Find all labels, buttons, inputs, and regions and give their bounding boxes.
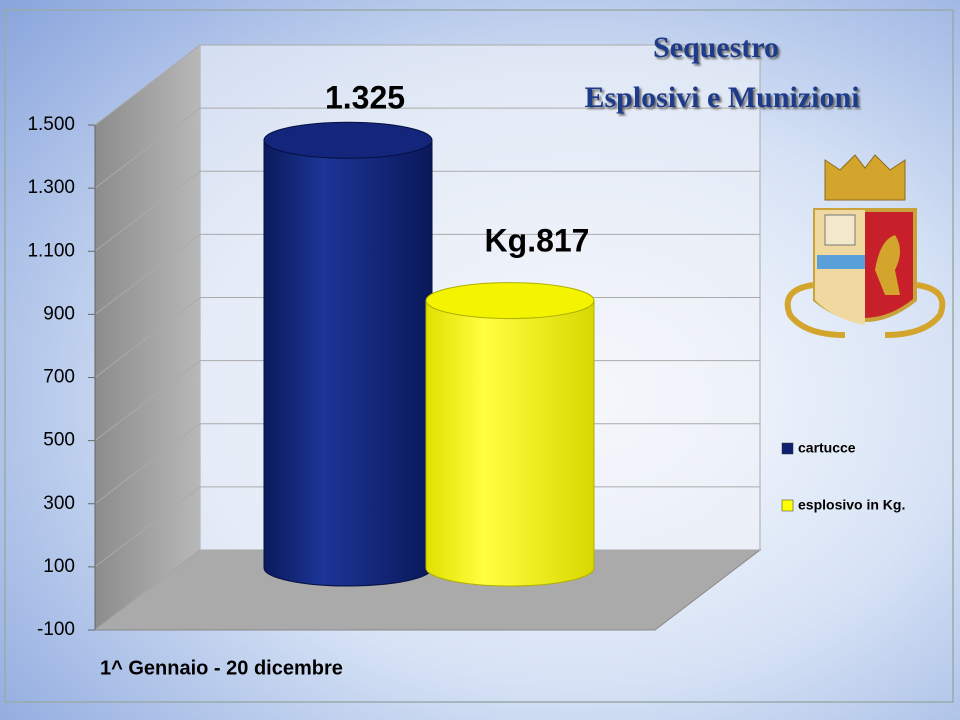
value-label: 1.325 [325,79,405,115]
legend-label: esplosivo in Kg. [798,497,905,513]
y-tick-label: 100 [43,556,75,577]
grid-line-side [94,360,201,442]
bar-top [263,121,433,159]
y-tick-label: 1.300 [27,177,75,198]
y-tick-label: 1.500 [27,114,75,135]
frame [4,9,954,703]
date-range: 1^ Gennaio - 20 dicembre [100,657,343,679]
grid-line-side [94,297,201,378]
y-tick-label: 700 [43,367,75,388]
legend-swatch [781,499,794,512]
y-tick-label: -100 [37,619,75,640]
legend-swatch [781,442,794,455]
bar [263,139,433,587]
value-label: Kg.817 [485,222,590,258]
grid-line-side [94,233,201,315]
y-tick-label: 1.100 [27,240,75,261]
bar [425,300,595,587]
y-tick-label: 900 [43,303,75,324]
grid-line-side [94,549,201,631]
grid-line-side [94,107,201,189]
legend-label: cartucce [798,440,856,456]
bar-top [425,282,595,320]
chart-title: Sequestro [653,31,779,64]
grid-line-side [94,44,201,126]
grid-line-side [94,486,201,568]
chart-subtitle: Esplosivi e Munizioni [584,81,859,114]
emblem [784,154,946,338]
y-tick-label: 500 [43,430,75,451]
y-tick-label: 300 [43,493,75,514]
grid-line-side [94,170,201,252]
grid-line-side [94,423,201,505]
